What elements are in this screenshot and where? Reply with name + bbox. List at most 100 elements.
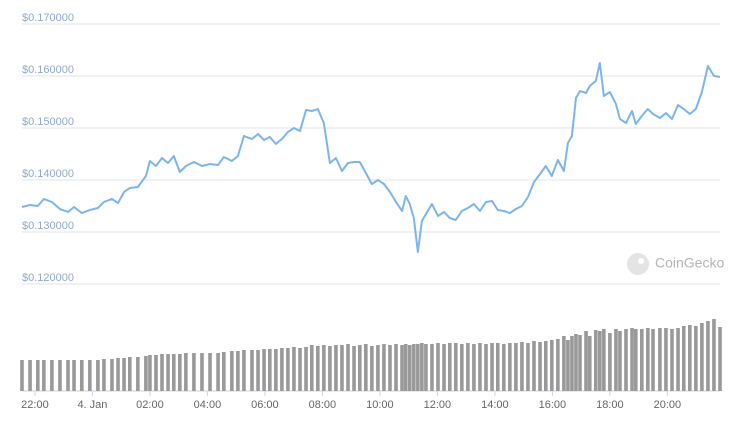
volume-bar	[447, 343, 452, 391]
volume-bar	[364, 344, 368, 391]
x-tick-label: 22:00	[21, 399, 49, 411]
volume-bar	[454, 343, 458, 391]
volume-bar	[550, 340, 554, 391]
volume-bar	[316, 346, 320, 391]
volume-bar	[436, 343, 440, 391]
y-tick-label: $0.120000	[22, 272, 74, 284]
volume-bar	[222, 352, 226, 391]
volume-bar	[424, 344, 428, 391]
price-line	[21, 62, 721, 254]
volume-bar	[681, 326, 686, 391]
volume-bar	[96, 360, 100, 391]
volume-bar	[58, 360, 62, 391]
volume-bar	[160, 354, 164, 391]
volume-bar	[688, 325, 692, 391]
volume-bar	[128, 357, 132, 391]
volume-bar	[394, 344, 398, 391]
volume-bar	[116, 358, 120, 391]
volume-bar	[466, 343, 470, 391]
volume-bar	[322, 345, 326, 391]
x-tick-label: 14:00	[481, 399, 509, 411]
volume-bar	[102, 359, 106, 391]
volume-bar	[520, 342, 524, 391]
volume-bar	[416, 344, 420, 391]
volume-bar	[178, 354, 182, 391]
volume-bar	[298, 348, 302, 391]
volume-bar	[370, 346, 374, 391]
volume-bar	[154, 355, 158, 391]
volume-bar	[718, 327, 722, 391]
volume-bar	[66, 360, 70, 391]
volume-bar	[166, 354, 170, 391]
volume-bar	[587, 336, 592, 391]
y-tick-label: $0.170000	[22, 12, 74, 24]
volume-bar	[502, 344, 506, 391]
watermark-logo-eye	[638, 258, 644, 264]
volume-bar	[574, 334, 578, 391]
watermark-logo	[627, 253, 649, 275]
volume-bar	[602, 329, 606, 391]
volume-bar	[403, 344, 408, 391]
volume-bar	[230, 351, 234, 391]
volume-bar	[594, 330, 598, 391]
volume-bar	[566, 340, 570, 391]
x-tick-label: 12:00	[424, 399, 452, 411]
volume-bar	[676, 328, 680, 391]
y-tick-label: $0.130000	[22, 220, 74, 232]
volume-bar	[664, 328, 668, 391]
volume-bar	[633, 329, 638, 391]
volume-bar	[706, 321, 710, 391]
volume-bar	[538, 342, 542, 391]
volume-bar	[460, 344, 464, 391]
volume-bar	[242, 350, 246, 391]
volume-bar	[472, 344, 476, 391]
volume-bar	[200, 353, 204, 391]
volume-bar	[256, 350, 260, 391]
x-tick-label: 4. Jan	[77, 399, 107, 411]
volume-bar	[408, 345, 412, 391]
volume-bar	[578, 335, 582, 391]
volume-bar	[624, 329, 628, 391]
volume-bar	[508, 343, 512, 391]
volume-bar	[50, 360, 54, 391]
x-tick-label: 18:00	[596, 399, 624, 411]
volume-bar	[658, 328, 662, 391]
volume-bar	[700, 323, 704, 391]
volume-bar	[478, 343, 482, 391]
volume-bar	[526, 343, 530, 391]
volume-bar	[334, 345, 338, 391]
volume-bar	[400, 345, 404, 391]
x-tick-label: 16:00	[539, 399, 567, 411]
volume-bar	[42, 360, 46, 391]
y-tick-label: $0.150000	[22, 116, 74, 128]
volume-bar	[184, 353, 188, 391]
y-tick-label: $0.160000	[22, 64, 74, 76]
volume-bar	[562, 336, 566, 391]
volume-bar	[430, 344, 434, 391]
x-tick-label: 04:00	[194, 399, 222, 411]
volume-bar	[651, 329, 655, 391]
volume-bar	[236, 351, 240, 391]
volume-bar	[357, 345, 362, 391]
x-tick-label: 20:00	[654, 399, 682, 411]
volume-bar	[274, 349, 278, 391]
x-tick-label: 10:00	[366, 399, 394, 411]
volume-bar	[262, 349, 266, 391]
volume-bar	[309, 345, 314, 391]
volume-bar	[514, 343, 518, 391]
volume-bars	[20, 319, 722, 391]
volume-bar	[28, 360, 32, 391]
volume-bar	[328, 346, 332, 391]
y-tick-label: $0.140000	[22, 168, 74, 180]
volume-bar	[532, 341, 536, 391]
volume-bar	[412, 344, 416, 391]
volume-bar	[382, 344, 386, 391]
volume-bar	[556, 339, 560, 391]
volume-bar	[110, 359, 114, 391]
watermark-text: CoinGecko	[655, 255, 724, 271]
volume-bar	[268, 349, 272, 391]
volume-bar	[36, 360, 40, 391]
x-tick-label: 08:00	[309, 399, 337, 411]
volume-bar	[646, 328, 650, 391]
